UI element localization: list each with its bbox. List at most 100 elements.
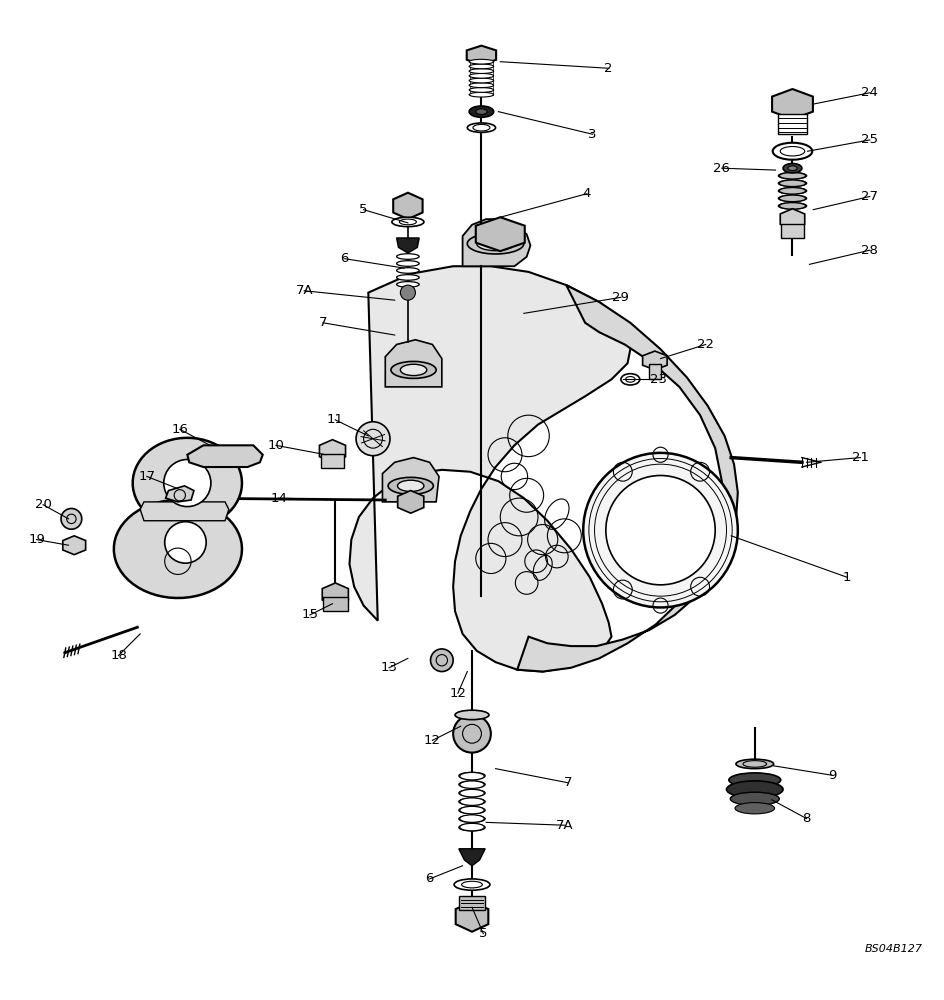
Ellipse shape [460, 815, 484, 822]
Ellipse shape [773, 143, 812, 160]
Bar [779, 114, 806, 134]
Circle shape [61, 508, 82, 529]
Ellipse shape [469, 64, 494, 69]
Ellipse shape [392, 217, 424, 227]
Text: 13: 13 [380, 661, 397, 674]
Text: 9: 9 [828, 769, 836, 782]
Text: 21: 21 [851, 451, 868, 464]
Polygon shape [456, 902, 488, 932]
Ellipse shape [469, 83, 494, 88]
Ellipse shape [788, 166, 797, 171]
Ellipse shape [460, 781, 484, 788]
Circle shape [164, 522, 206, 563]
Bar [782, 224, 803, 238]
Polygon shape [476, 217, 525, 251]
Ellipse shape [460, 772, 484, 780]
Polygon shape [781, 209, 804, 229]
Text: 4: 4 [582, 187, 591, 200]
Ellipse shape [459, 824, 485, 831]
Text: 3: 3 [588, 128, 597, 141]
Ellipse shape [396, 282, 419, 287]
Ellipse shape [396, 268, 419, 273]
Ellipse shape [460, 798, 484, 805]
Ellipse shape [469, 73, 494, 78]
Text: 7A: 7A [556, 819, 573, 832]
Ellipse shape [476, 109, 487, 114]
Ellipse shape [469, 69, 494, 73]
Ellipse shape [396, 261, 419, 266]
Circle shape [400, 285, 415, 300]
Polygon shape [643, 351, 667, 370]
Text: 7A: 7A [295, 284, 313, 297]
Ellipse shape [779, 180, 806, 186]
Ellipse shape [460, 806, 484, 814]
Ellipse shape [454, 879, 490, 890]
Ellipse shape [388, 477, 433, 494]
Ellipse shape [400, 364, 427, 376]
Text: 5: 5 [479, 927, 487, 940]
Text: 7: 7 [319, 316, 328, 329]
Ellipse shape [459, 798, 485, 805]
Polygon shape [187, 445, 262, 467]
Text: 19: 19 [28, 533, 45, 546]
Text: 16: 16 [172, 423, 188, 436]
Polygon shape [466, 46, 497, 65]
Ellipse shape [731, 792, 780, 805]
Ellipse shape [780, 180, 805, 187]
Bar [459, 896, 485, 910]
Ellipse shape [469, 106, 494, 117]
Text: 1: 1 [843, 571, 851, 584]
Ellipse shape [779, 203, 806, 209]
Polygon shape [165, 486, 194, 502]
Ellipse shape [780, 188, 805, 194]
Text: 12: 12 [449, 687, 466, 700]
Text: 27: 27 [861, 190, 878, 203]
Circle shape [583, 453, 738, 607]
Text: 10: 10 [267, 439, 284, 452]
Text: 2: 2 [604, 62, 613, 75]
Text: 7: 7 [564, 776, 572, 789]
Ellipse shape [469, 59, 494, 64]
Text: 22: 22 [698, 338, 715, 351]
Ellipse shape [780, 172, 805, 179]
Circle shape [430, 649, 453, 672]
Polygon shape [397, 491, 424, 513]
Polygon shape [772, 89, 813, 119]
Polygon shape [394, 193, 423, 219]
Circle shape [606, 475, 716, 585]
Text: 28: 28 [861, 244, 878, 257]
Ellipse shape [459, 790, 485, 796]
Polygon shape [382, 458, 439, 502]
Ellipse shape [736, 759, 774, 769]
Text: 20: 20 [35, 498, 52, 511]
Ellipse shape [396, 254, 419, 259]
Bar [649, 364, 661, 379]
Text: BS04B127: BS04B127 [865, 944, 922, 954]
Text: 15: 15 [301, 608, 318, 621]
Polygon shape [114, 500, 242, 598]
Polygon shape [385, 340, 442, 387]
Text: 14: 14 [270, 492, 287, 505]
Ellipse shape [469, 78, 494, 83]
Ellipse shape [397, 480, 424, 492]
Ellipse shape [727, 781, 784, 798]
Polygon shape [63, 536, 86, 555]
Ellipse shape [396, 275, 419, 280]
Polygon shape [322, 583, 348, 606]
Ellipse shape [460, 789, 484, 797]
Polygon shape [319, 440, 346, 462]
Ellipse shape [455, 710, 489, 720]
Bar [470, 57, 493, 95]
Ellipse shape [729, 773, 781, 787]
Ellipse shape [460, 823, 484, 831]
Ellipse shape [735, 803, 775, 814]
Polygon shape [349, 266, 631, 672]
Text: 11: 11 [327, 413, 344, 426]
Circle shape [163, 459, 211, 507]
Text: 6: 6 [426, 872, 434, 885]
Ellipse shape [459, 807, 485, 814]
Text: 17: 17 [139, 470, 156, 483]
Polygon shape [517, 285, 738, 672]
Ellipse shape [459, 772, 485, 779]
Text: 8: 8 [802, 812, 811, 825]
